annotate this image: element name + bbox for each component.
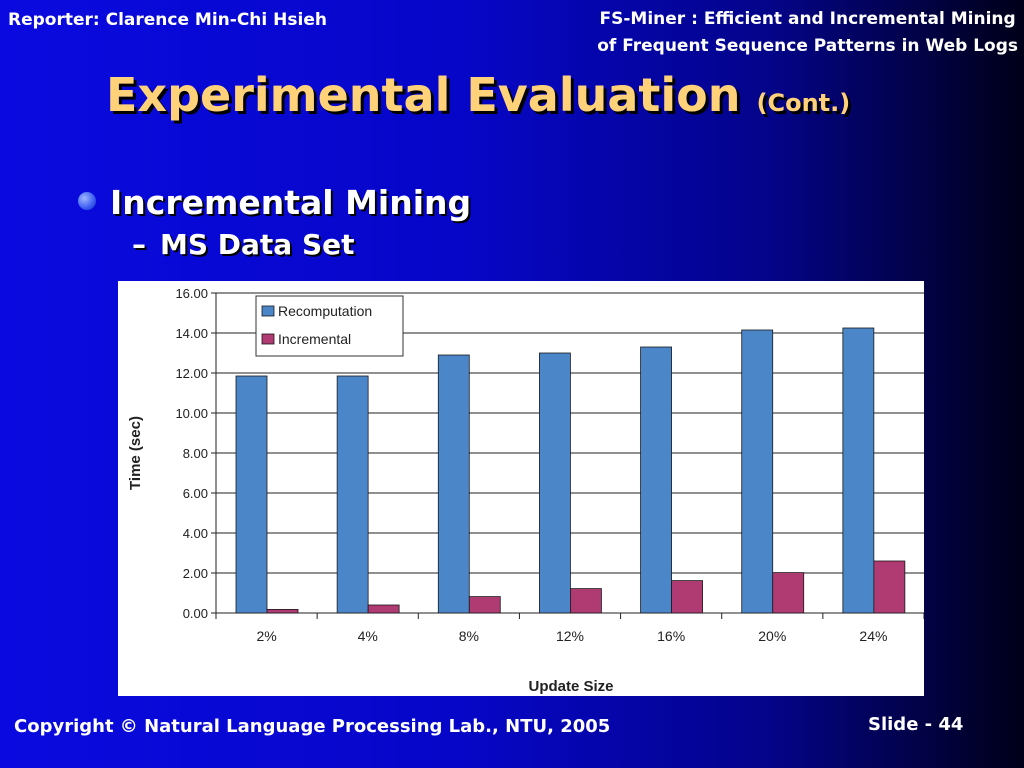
slide-title-main: Experimental Evaluation <box>106 68 741 122</box>
y-tick-label: 6.00 <box>183 486 208 501</box>
bar-recomputation <box>640 346 672 614</box>
y-tick-label: 14.00 <box>175 326 208 341</box>
legend-box <box>255 295 404 357</box>
x-tick-label: 20% <box>758 628 786 644</box>
y-tick-label: 4.00 <box>183 526 208 541</box>
bar-recomputation <box>539 352 571 614</box>
paper-title: FS-Miner : Efficient and Incremental Min… <box>597 6 1018 60</box>
reporter-label: Reporter: Clarence Min-Chi Hsieh <box>8 10 327 30</box>
chart-svg: 0.00 2.00 4.00 6.00 8.00 10.00 12.00 14.00 16.00… <box>127 286 925 695</box>
x-tick-label: 24% <box>859 628 887 644</box>
sub-bullet-ms-data-set: – MS Data Set <box>132 228 354 261</box>
legend-label: Incremental <box>278 331 351 347</box>
bar-incremental <box>266 608 299 614</box>
x-tick-label: 16% <box>657 628 685 644</box>
y-tick-label: 8.00 <box>183 446 208 461</box>
x-tick-label: 2% <box>256 628 276 644</box>
x-axis-title: Update Size <box>528 678 613 695</box>
bar-recomputation <box>842 327 875 614</box>
bar-chart: 0.00 2.00 4.00 6.00 8.00 10.00 12.00 14.00 16.00… <box>118 281 925 696</box>
paper-title-line-1: FS-Miner : Efficient and Incremental Min… <box>599 9 1016 29</box>
bar-recomputation <box>336 375 369 614</box>
x-tick-label: 8% <box>459 628 479 644</box>
bullet-dot-icon <box>78 192 96 210</box>
bar-recomputation <box>235 375 268 614</box>
y-axis-title: Time (sec) <box>127 416 144 490</box>
bar-incremental <box>570 588 602 614</box>
footer-copyright: Copyright © Natural Language Processing … <box>14 716 611 737</box>
slide-title: Experimental Evaluation (Cont.) <box>106 68 850 122</box>
sub-bullet-text: MS Data Set <box>160 228 355 261</box>
bar-incremental <box>468 596 501 614</box>
bullet-incremental-mining: Incremental Mining <box>78 183 471 222</box>
y-tick-label: 0.00 <box>183 606 208 621</box>
slide-number: Slide - 44 <box>868 714 964 735</box>
x-tick-label: 4% <box>358 628 378 644</box>
y-tick-label: 10.00 <box>175 406 208 421</box>
sub-bullet-dash: – <box>132 228 146 261</box>
bar-incremental <box>772 572 805 614</box>
legend-label: Recomputation <box>278 303 372 319</box>
slide-title-suffix: (Cont.) <box>756 89 851 117</box>
y-tick-label: 12.00 <box>175 366 208 381</box>
paper-title-line-2: of Frequent Sequence Patterns in Web Log… <box>597 36 1018 57</box>
y-tick-label: 16.00 <box>175 286 208 301</box>
bullet-text: Incremental Mining <box>110 183 472 222</box>
x-tick-label: 12% <box>556 628 584 644</box>
bar-incremental <box>671 580 703 614</box>
bar-incremental <box>367 604 400 614</box>
bar-incremental <box>873 560 906 614</box>
legend-swatch <box>261 305 275 317</box>
bar-recomputation <box>741 329 774 614</box>
bar-recomputation <box>437 354 470 614</box>
legend-swatch <box>261 333 275 345</box>
y-tick-label: 2.00 <box>183 566 208 581</box>
